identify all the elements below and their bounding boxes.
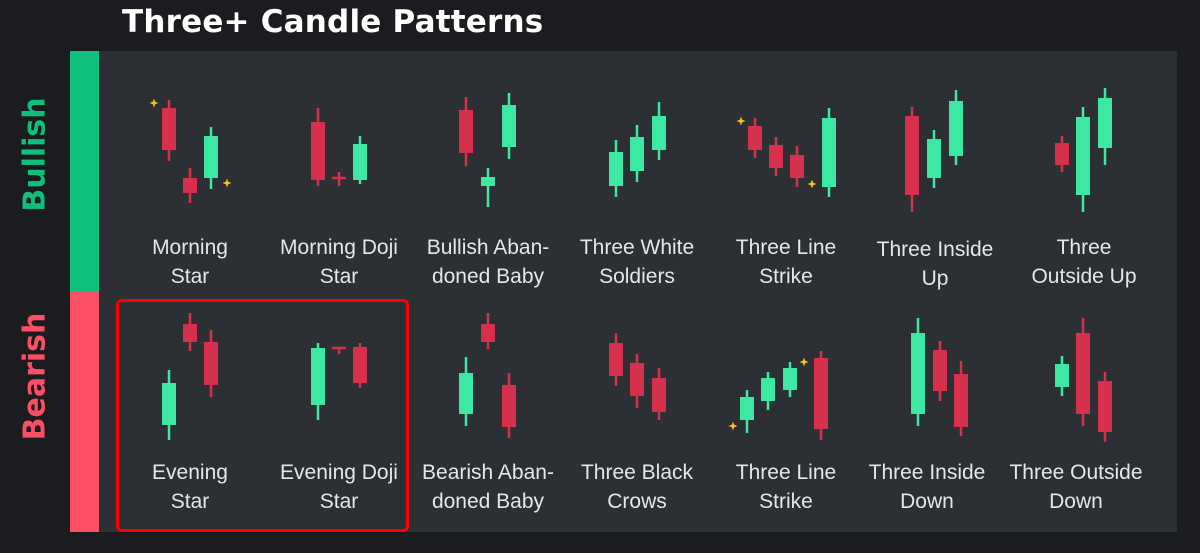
bearish-candle: [353, 347, 367, 383]
label-three-outside-up: Three Outside Up: [1031, 236, 1137, 288]
label-morning-star: Morning Star: [152, 236, 228, 288]
bullish-candle: [822, 118, 836, 187]
bullish-candle: [1055, 364, 1069, 387]
sparkle-icon: [222, 178, 232, 188]
bearish-candle: [183, 324, 197, 342]
bearish-candle: [481, 324, 495, 342]
bullish-candle: [204, 136, 218, 178]
bullish-candle: [162, 383, 176, 425]
sparkle-icon: [149, 98, 159, 108]
label-three-line-strike-bear: Three Line Strike: [735, 461, 837, 513]
label-bullish-abandoned-baby: Bullish Aban-doned Baby: [426, 236, 550, 288]
bullish-candle: [761, 378, 775, 401]
label-three-white-soldiers: Three White Soldiers: [579, 236, 695, 288]
bearish-candle: [1098, 381, 1112, 432]
label-evening-doji-star: Evening Doji Star: [280, 461, 398, 513]
bearish-candle: [311, 122, 325, 180]
bullish-candle: [1076, 117, 1090, 195]
bullish-candle: [911, 333, 925, 414]
label-three-inside-down: Three Inside Down: [868, 461, 986, 513]
sparkle-icon: [736, 116, 746, 126]
label-three-outside-down: Three Outside Down: [1009, 461, 1143, 513]
bearish-candle: [905, 116, 919, 195]
bearish-candle: [502, 385, 516, 427]
bearish-candle: [790, 155, 804, 178]
bearish-band: [70, 292, 99, 532]
bullish-candle: [740, 397, 754, 420]
bullish-candle: [652, 116, 666, 150]
page-title: Three+ Candle Patterns: [122, 4, 544, 40]
bullish-candle: [927, 139, 941, 178]
bearish-candle: [814, 358, 828, 429]
bearish-candle: [954, 374, 968, 427]
bearish-candle: [609, 343, 623, 376]
bullish-candle: [311, 348, 325, 405]
sparkle-icon: [728, 421, 738, 431]
bearish-candle: [1055, 143, 1069, 165]
bearish-candle: [204, 342, 218, 385]
sparkle-icon: [799, 357, 809, 367]
label-three-black-crows: Three Black Crows: [580, 461, 694, 513]
bullish-candle: [502, 105, 516, 147]
bearish-candle: [459, 110, 473, 153]
bearish-candle: [1076, 333, 1090, 414]
label-three-inside-up: Three Inside Up: [876, 238, 994, 290]
label-three-line-strike-bull: Three Line Strike: [735, 236, 837, 288]
bullish-candle: [783, 368, 797, 390]
bearish-candle: [183, 178, 197, 193]
label-evening-star: Evening Star: [152, 461, 228, 513]
bullish-candle: [459, 373, 473, 414]
bearish-candle: [630, 363, 644, 396]
bullish-candle: [353, 144, 367, 180]
bearish-candle: [748, 126, 762, 150]
sparkle-icon: [807, 179, 817, 189]
label-bearish-abandoned-baby: Bearish Aban-doned Baby: [422, 461, 554, 513]
bullish-band: [70, 51, 99, 292]
bullish-candle: [1098, 98, 1112, 148]
bullish-candle: [630, 137, 644, 171]
bearish-candle: [652, 378, 666, 412]
bullish-candle: [949, 101, 963, 156]
bearish-candle: [162, 108, 176, 150]
bullish-candle: [481, 177, 495, 186]
highlight-box: [116, 299, 409, 532]
bullish-candle: [609, 152, 623, 186]
label-morning-doji-star: Morning Doji Star: [280, 236, 398, 288]
bearish-candle: [769, 145, 783, 168]
bearish-candle: [933, 350, 947, 391]
